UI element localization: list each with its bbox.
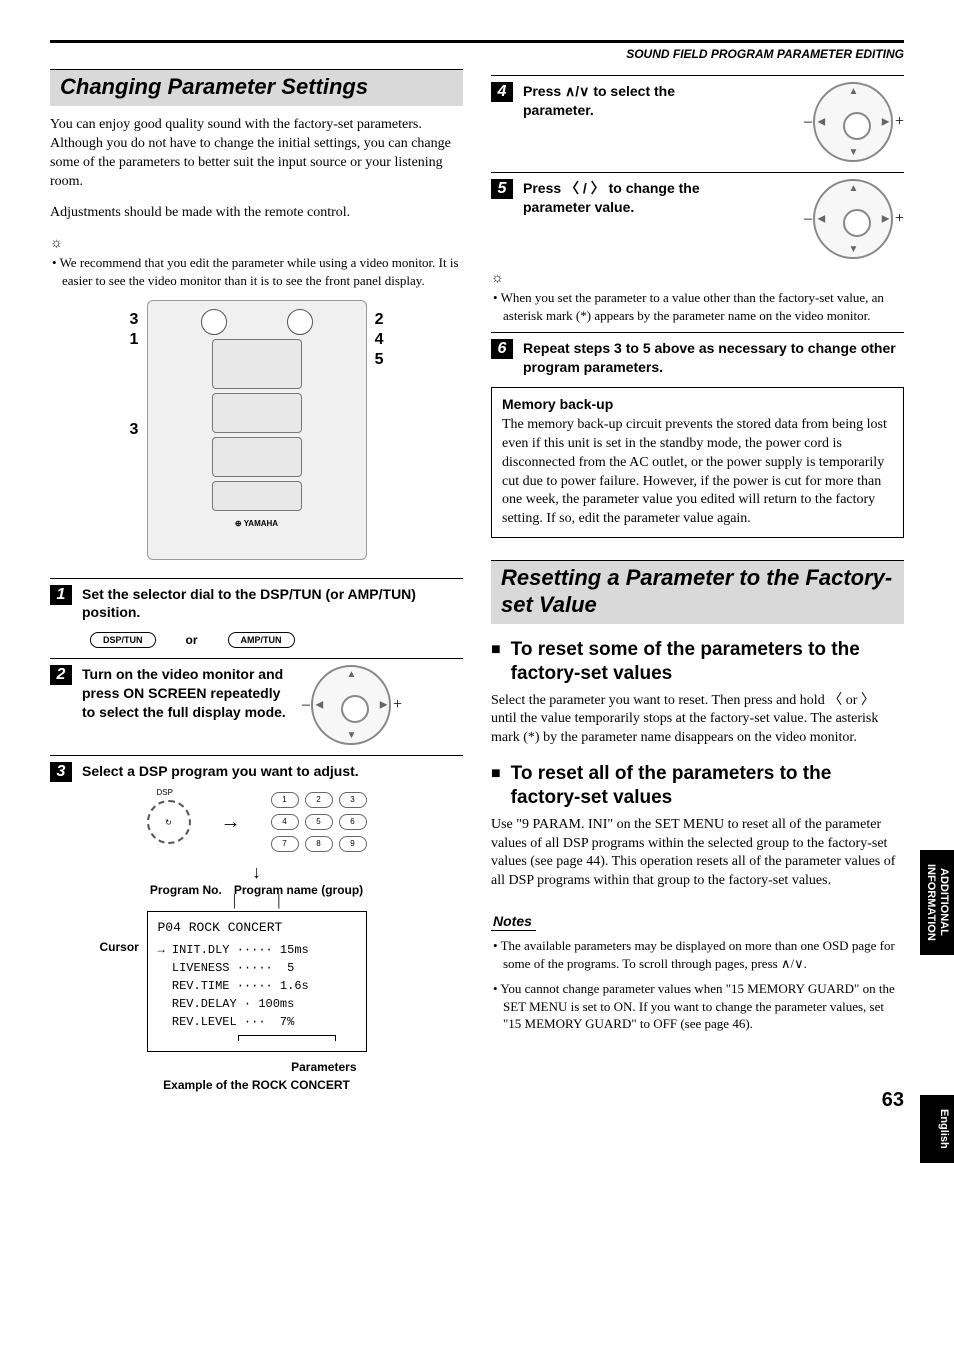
callout-4: 4 [375,331,384,349]
dpad-icon: ▲▼ ◀▶ [311,665,391,745]
dsp-label: DSP [157,788,173,797]
step-1-illustration: DSP/TUN or AMP/TUN [90,632,463,648]
remote-knob-right [287,309,313,335]
down-arrow-icon: ↓ [50,862,463,883]
step-4: 4 Press ∧/∨ to select the parameter. – ▲… [491,75,904,162]
minus-label-5: – [804,210,812,228]
remote-dpad-area [212,339,302,389]
step-3-badge: 3 [50,762,72,782]
minus-label: – [302,696,310,714]
plus-label: + [393,696,402,714]
remote-control-diagram: 3 1 3 2 4 5 ⊕ YAMAHA [147,300,367,560]
changing-params-title: Changing Parameter Settings [50,69,463,106]
step-5-dpad-figure: – ▲▼ ◀▶ + [804,179,904,259]
osd-pointer-lines: │ │ [127,897,387,907]
left-column: Changing Parameter Settings You can enjo… [50,69,463,1102]
osd-row-4: REV.DELAY · 100ms [158,995,356,1013]
reset-some-body: Select the parameter you want to reset. … [491,692,904,749]
step-1: 1 Set the selector dial to the DSP/TUN (… [50,578,463,649]
memory-backup-body: The memory back-up circuit prevents the … [502,416,893,529]
osd-title: P04 ROCK CONCERT [158,918,356,938]
step-1-badge: 1 [50,585,72,605]
dpad-icon-4: ▲▼ ◀▶ [813,82,893,162]
tip-icon-right [491,269,904,285]
right-column: 4 Press ∧/∨ to select the parameter. – ▲… [491,69,904,1102]
dpad-icon-5: ▲▼ ◀▶ [813,179,893,259]
step-2-text: Turn on the video monitor and press ON S… [82,665,292,722]
remote-button-grid-2 [212,437,302,477]
callout-3b: 3 [130,421,139,439]
step-2: 2 Turn on the video monitor and press ON… [50,658,463,745]
step-6-text: Repeat steps 3 to 5 above as necessary t… [523,339,904,377]
callout-1: 1 [130,331,139,349]
step-4-badge: 4 [491,82,513,102]
right-tip-bullet: When you set the parameter to a value ot… [503,289,904,324]
reset-some-heading: ■ To reset some of the parameters to the… [491,638,904,686]
tip-icon [50,234,463,250]
step-6: 6 Repeat steps 3 to 5 above as necessary… [491,332,904,377]
reset-all-body: Use "9 PARAM. INI" on the SET MENU to re… [491,816,904,892]
osd-caption: Example of the ROCK CONCERT [127,1078,387,1092]
yamaha-logo-text: YAMAHA [244,519,278,528]
yamaha-logo: ⊕ YAMAHA [235,519,278,528]
remote-knob-left [201,309,227,335]
osd-row-1: → INIT.DLY ····· 15ms [158,941,356,959]
step-6-badge: 6 [491,339,513,359]
intro-paragraph: You can enjoy good quality sound with th… [50,116,463,192]
page-number: 63 [882,1089,904,1112]
arrow-right-icon: → [221,811,241,834]
cursor-label: Cursor [100,938,139,956]
callout-2: 2 [375,311,384,329]
remote-button-grid-3 [212,481,302,511]
side-tab-additional-info: ADDITIONAL INFORMATION [920,850,954,955]
notes-label: Notes [491,913,536,931]
header-section-label: SOUND FIELD PROGRAM PARAMETER EDITING [50,47,904,61]
callout-3a: 3 [130,311,139,329]
program-no-label: Program No. [150,883,222,897]
reset-some-heading-text: To reset some of the parameters to the f… [511,638,904,686]
square-bullet-1: ■ [491,638,501,662]
dsp-tun-pill: DSP/TUN [90,632,156,648]
keypad-icon: 123 456 789 [271,792,367,852]
step-5-badge: 5 [491,179,513,199]
step-2-badge: 2 [50,665,72,685]
params-bracket [238,1035,336,1041]
note-1: The available parameters may be displaye… [503,937,904,972]
side-tab-english: English [920,1095,954,1163]
note-2: You cannot change parameter values when … [503,980,904,1033]
reset-all-heading: ■ To reset all of the parameters to the … [491,762,904,810]
step-2-dpad-figure: – ▲▼ ◀▶ + [302,665,402,745]
osd-row-5: REV.LEVEL ··· 7% [158,1013,356,1031]
plus-label-5: + [895,210,904,228]
step-1-text: Set the selector dial to the DSP/TUN (or… [82,585,463,623]
side-tabs: ADDITIONAL INFORMATION English [920,850,954,1163]
memory-backup-title: Memory back-up [502,396,893,412]
reset-section-title: Resetting a Parameter to the Factory-set… [491,560,904,624]
dsp-knob-icon: ↻ [147,800,191,844]
step-4-text: Press ∧/∨ to select the parameter. [523,82,703,120]
osd-display: Cursor P04 ROCK CONCERT → INIT.DLY ·····… [147,911,367,1053]
step-5: 5 Press 〈 / 〉 to change the parameter va… [491,172,904,259]
step-3-text: Select a DSP program you want to adjust. [82,762,463,781]
parameters-label: Parameters [127,1060,387,1074]
step-3: 3 Select a DSP program you want to adjus… [50,755,463,1092]
content-columns: Changing Parameter Settings You can enjo… [50,69,904,1102]
reset-all-heading-text: To reset all of the parameters to the fa… [511,762,904,810]
adjust-note: Adjustments should be made with the remo… [50,204,463,223]
tip-bullet: We recommend that you edit the parameter… [62,254,463,289]
square-bullet-2: ■ [491,762,501,786]
step-4-dpad-figure: – ▲▼ ◀▶ + [804,82,904,162]
plus-label-4: + [895,113,904,131]
minus-label-4: – [804,113,812,131]
step-5-text: Press 〈 / 〉 to change the parameter valu… [523,179,703,217]
osd-row-2: LIVENESS ····· 5 [158,959,356,977]
remote-button-grid-1 [212,393,302,433]
callout-5: 5 [375,351,384,369]
step-3-illustration: DSP ↻ → 123 456 789 [50,792,463,852]
osd-row-3: REV.TIME ····· 1.6s [158,977,356,995]
top-rule [50,40,904,43]
amp-tun-pill: AMP/TUN [228,632,295,648]
or-label: or [186,633,198,647]
memory-backup-box: Memory back-up The memory back-up circui… [491,387,904,538]
